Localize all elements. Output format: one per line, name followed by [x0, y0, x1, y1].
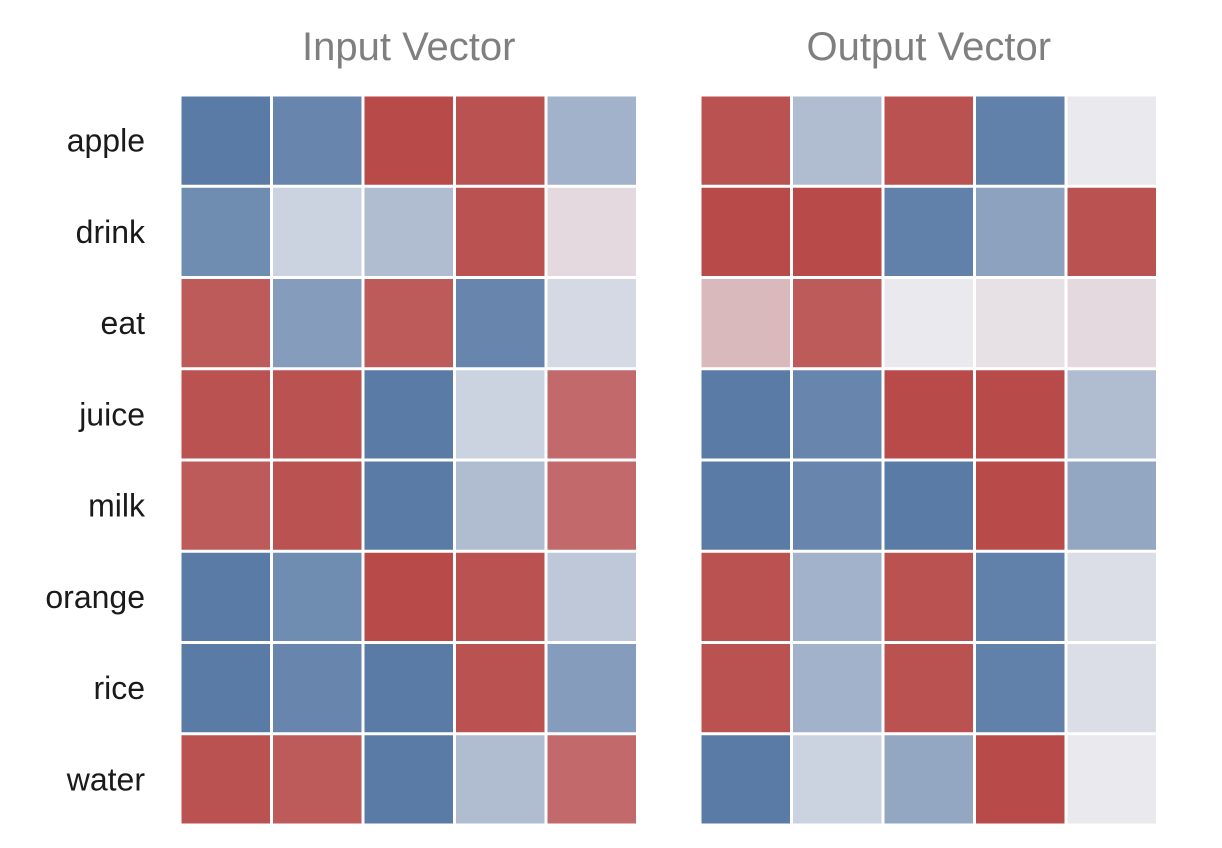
heatmap-cell — [547, 735, 636, 824]
heatmap-cell — [364, 735, 453, 824]
heatmap-cell — [1067, 461, 1156, 550]
heatmap-cell — [456, 461, 545, 550]
row-label-drink: drink — [76, 214, 146, 250]
heatmap-cell — [884, 279, 973, 368]
heatmap-cell — [793, 735, 882, 824]
heatmap-cell — [181, 644, 270, 733]
heatmap-cell — [701, 644, 790, 733]
row-label-water: water — [66, 761, 146, 797]
row-label-juice: juice — [78, 396, 145, 432]
heatmap-panel-1: Input Vector — [181, 25, 636, 824]
heatmap-cell — [547, 187, 636, 276]
heatmap-cell — [547, 461, 636, 550]
heatmap-cell — [364, 279, 453, 368]
heatmap-cell — [976, 370, 1065, 459]
heatmap-cell — [181, 735, 270, 824]
heatmap-cell — [1067, 96, 1156, 185]
heatmap-cell — [793, 279, 882, 368]
heatmap-cell — [701, 187, 790, 276]
heatmap-cell — [364, 187, 453, 276]
row-label-eat: eat — [101, 305, 146, 341]
row-labels: apple drink eat juice milk orange rice water — [45, 123, 146, 798]
heatmap-cell — [793, 96, 882, 185]
heatmap-cell — [1067, 552, 1156, 641]
panel-title: Output Vector — [806, 25, 1051, 69]
heatmap-cell — [884, 461, 973, 550]
heatmap-cell — [793, 187, 882, 276]
heatmap-cell — [701, 279, 790, 368]
heatmap-cell — [273, 552, 362, 641]
heatmap-cell — [1067, 644, 1156, 733]
heatmap-cell — [976, 461, 1065, 550]
heatmap-cell — [793, 552, 882, 641]
heatmap-cell — [456, 735, 545, 824]
heatmap-cell — [456, 96, 545, 185]
heatmap-cell — [884, 96, 973, 185]
heatmap-cell — [793, 644, 882, 733]
heatmap-cell — [181, 552, 270, 641]
heatmap-cell — [976, 552, 1065, 641]
heatmap-panel-2: Output Vector — [701, 25, 1156, 824]
heatmap-cell — [976, 735, 1065, 824]
heatmap-cell — [547, 552, 636, 641]
heatmap-cell — [884, 370, 973, 459]
heatmap-cell — [547, 644, 636, 733]
heatmap-cell — [976, 96, 1065, 185]
heatmap-cell — [1067, 735, 1156, 824]
heatmap-cell — [884, 644, 973, 733]
heatmap-cell — [701, 96, 790, 185]
heatmap-cell — [181, 187, 270, 276]
heatmap-cell — [701, 735, 790, 824]
heatmap-cell — [701, 552, 790, 641]
heatmap-cell — [181, 279, 270, 368]
heatmap-cell — [456, 279, 545, 368]
heatmap-cell — [364, 552, 453, 641]
heatmap-cell — [884, 187, 973, 276]
heatmap-cell — [1067, 370, 1156, 459]
heatmap-cell — [273, 461, 362, 550]
heatmap-cell — [701, 461, 790, 550]
heatmap-cell — [181, 461, 270, 550]
heatmap-cell — [273, 96, 362, 185]
heatmap-cell — [701, 370, 790, 459]
heatmap-cell — [364, 461, 453, 550]
heatmap-cell — [1067, 187, 1156, 276]
heatmap-cell — [273, 644, 362, 733]
heatmap-cell — [364, 96, 453, 185]
heatmap-cell — [181, 370, 270, 459]
heatmap-cell — [456, 552, 545, 641]
row-label-apple: apple — [67, 123, 145, 159]
heatmap-cell — [456, 187, 545, 276]
row-label-orange: orange — [45, 579, 145, 615]
heatmap-cell — [884, 735, 973, 824]
heatmap-cell — [273, 735, 362, 824]
heatmap-cell — [793, 370, 882, 459]
heatmap-cell — [976, 279, 1065, 368]
row-label-milk: milk — [88, 488, 146, 524]
panel-title: Input Vector — [302, 25, 515, 69]
heatmap-cell — [273, 187, 362, 276]
heatmap-panels: Input Vector Output Vector — [181, 25, 1156, 824]
heatmap-cell — [1067, 279, 1156, 368]
heatmap-cell — [364, 370, 453, 459]
heatmap-cell — [793, 461, 882, 550]
heatmap-cell — [547, 370, 636, 459]
heatmap-cell — [273, 370, 362, 459]
heatmap-cell — [273, 279, 362, 368]
heatmap-cell — [976, 644, 1065, 733]
heatmap-cell — [456, 370, 545, 459]
heatmap-cell — [547, 279, 636, 368]
heatmap-cell — [976, 187, 1065, 276]
row-label-rice: rice — [93, 670, 145, 706]
heatmap-cell — [181, 96, 270, 185]
heatmap-cell — [884, 552, 973, 641]
heatmap-cell — [456, 644, 545, 733]
heatmap-cell — [364, 644, 453, 733]
heatmap-cell — [547, 96, 636, 185]
